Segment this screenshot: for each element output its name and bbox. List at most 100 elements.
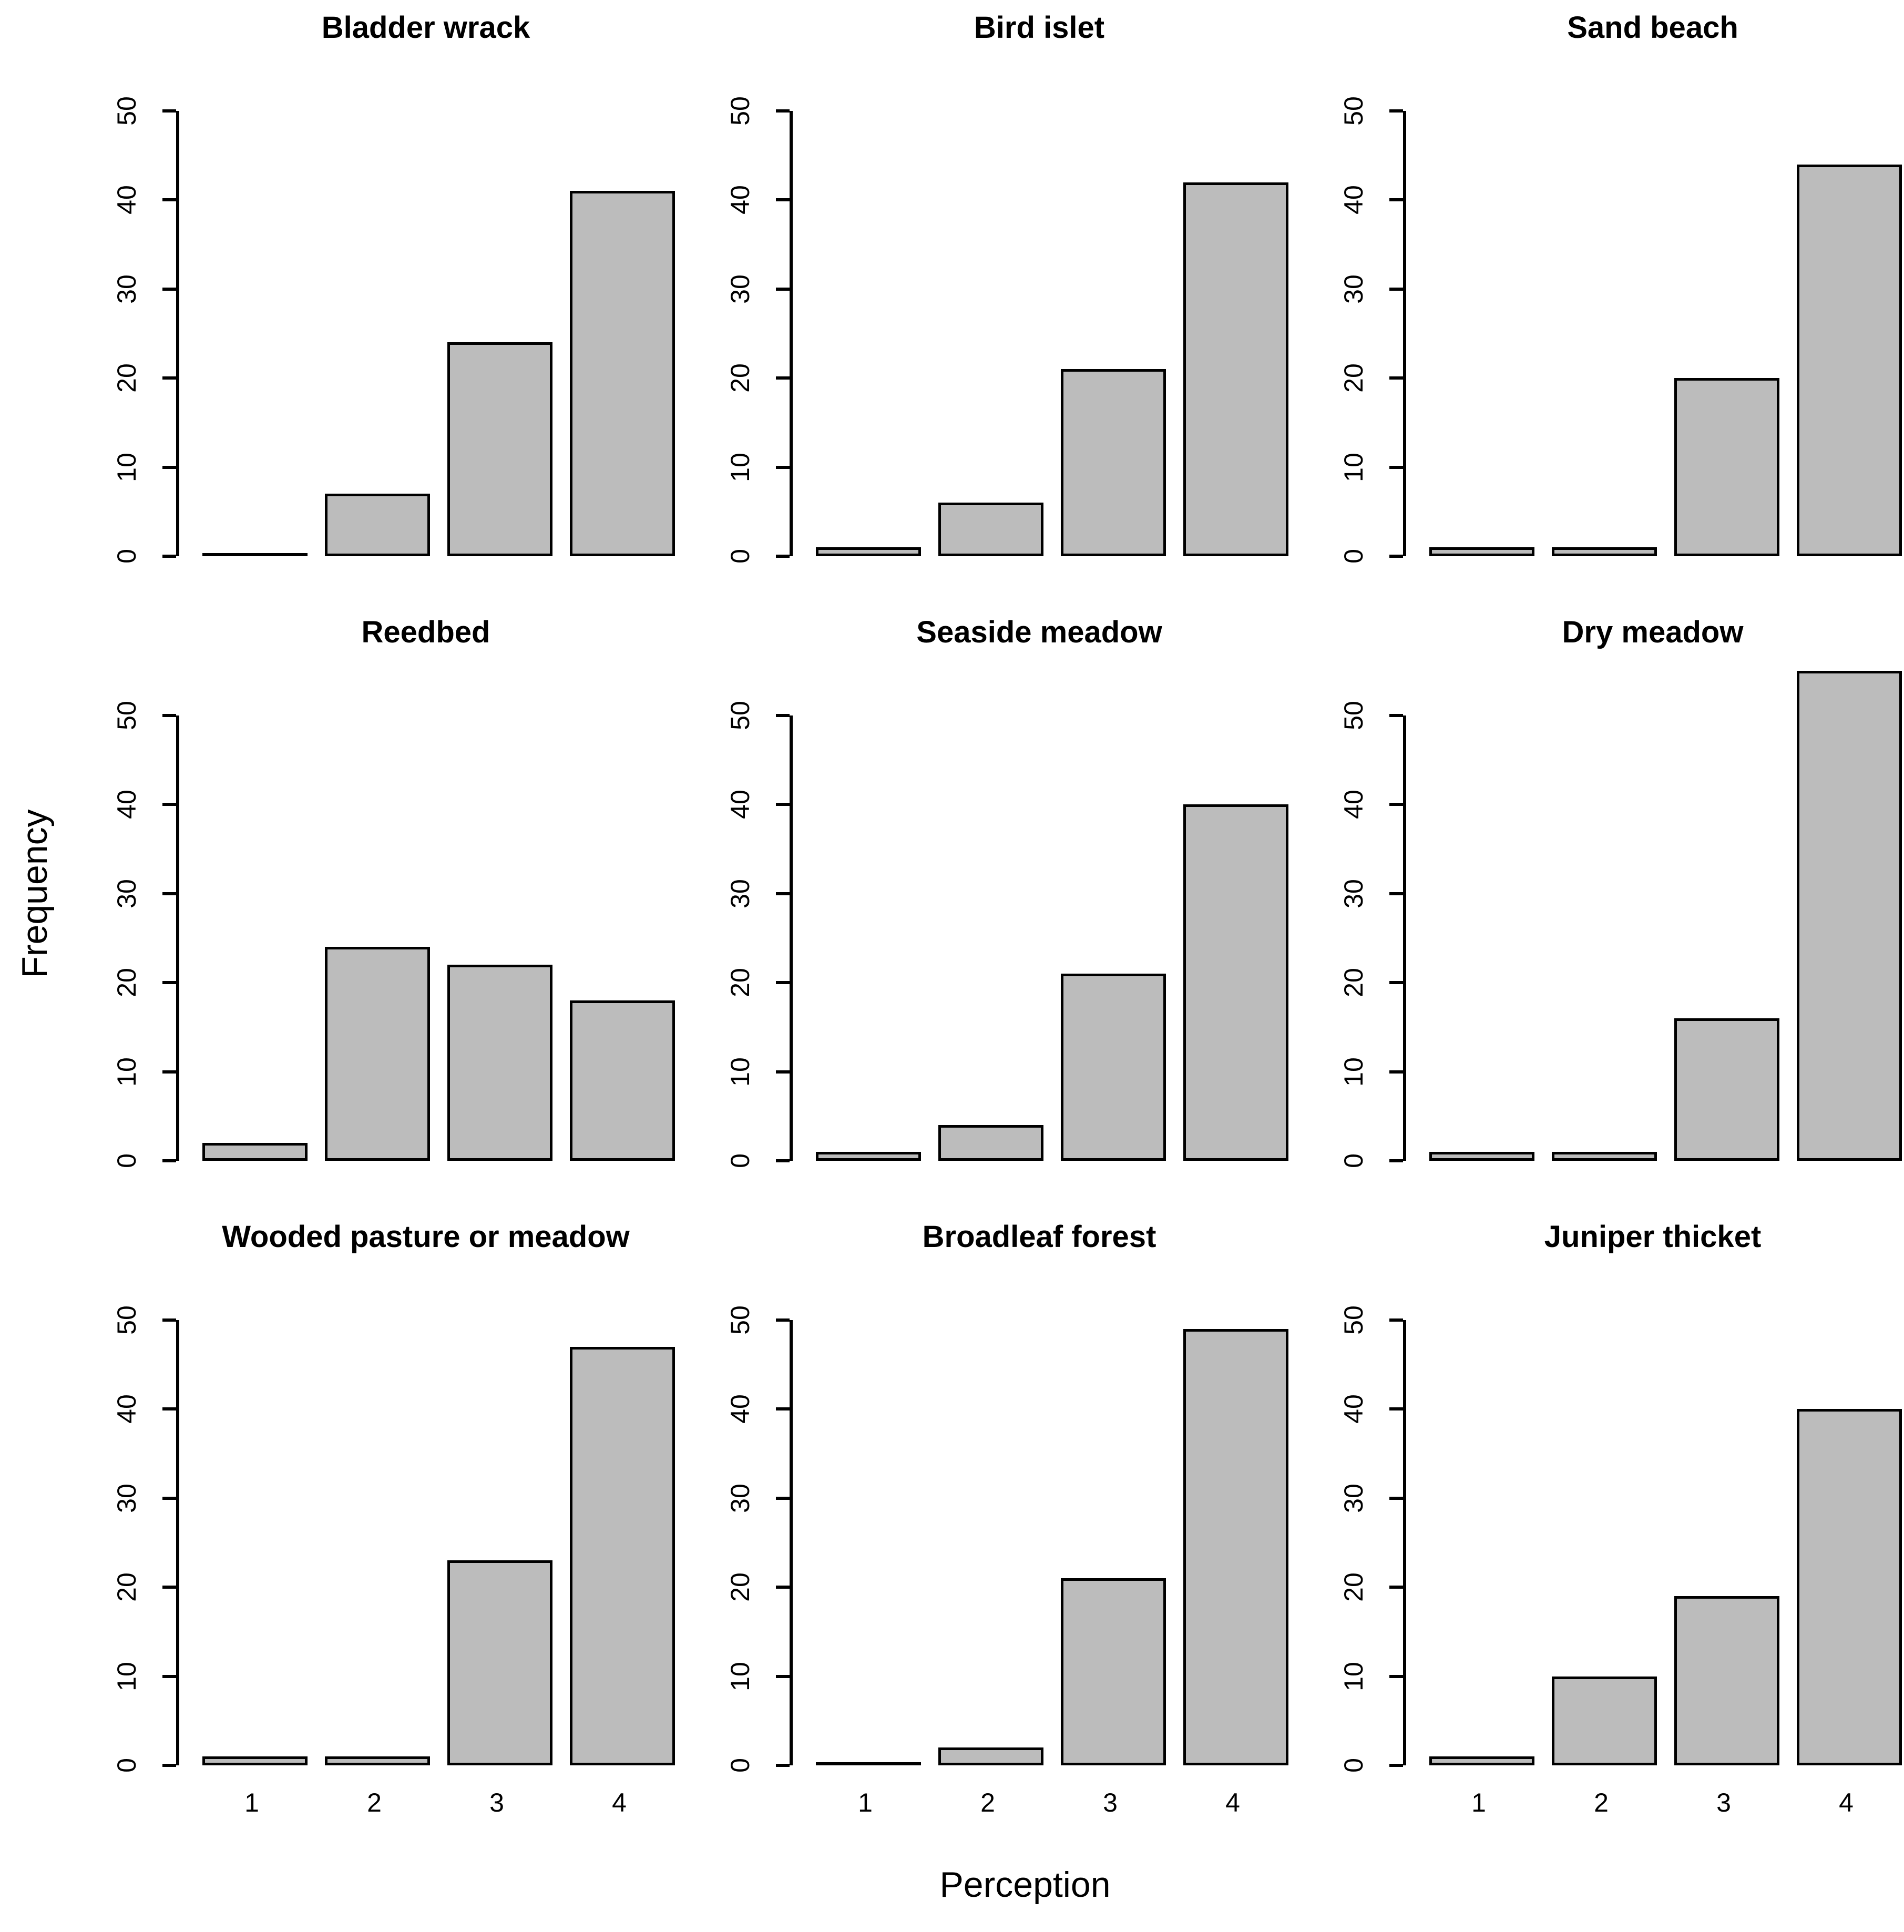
y-tick-label: 10	[725, 453, 755, 482]
x-tick-label: 3	[1716, 1788, 1731, 1817]
chart-panel: Wooded pasture or meadow 0 10 20 30 40 50 1 2 3 4	[63, 1209, 679, 1817]
chart-title: Bladder wrack	[321, 11, 530, 45]
y-tick-mark	[776, 376, 790, 380]
y-tick-label: 10	[725, 1057, 755, 1087]
y-tick-label: 40	[112, 1394, 141, 1424]
plot-area: 0 10 20 30 40 50	[725, 96, 1292, 564]
bar	[938, 1125, 1043, 1161]
chart-panel: Seaside meadow 0 10 20 30 40 50	[677, 605, 1290, 1209]
y-tick-mark	[162, 1159, 176, 1162]
y-tick-mark	[1389, 1407, 1403, 1410]
bar	[570, 191, 675, 556]
y-tick-label: 30	[112, 274, 141, 304]
bar	[1183, 182, 1288, 556]
x-tick-label: 2	[980, 1788, 995, 1817]
bar	[325, 494, 430, 556]
y-tick-label: 30	[112, 1484, 141, 1513]
y-tick-mark	[162, 109, 176, 113]
x-tick-label: 2	[1594, 1788, 1609, 1817]
y-tick-mark	[1389, 198, 1403, 201]
plot-area: 0 10 20 30 40 50	[725, 1305, 1292, 1773]
y-tick-label: 10	[112, 453, 141, 482]
x-tick-label: 2	[367, 1788, 382, 1817]
y-tick-mark	[776, 892, 790, 895]
bar	[1429, 1756, 1534, 1765]
y-tick-label: 50	[112, 1305, 141, 1335]
y-tick-label: 40	[1339, 1394, 1368, 1424]
bar	[1429, 547, 1534, 556]
bar	[325, 947, 430, 1161]
bar	[1552, 1677, 1657, 1765]
bar	[1552, 547, 1657, 556]
y-tick-label: 50	[1339, 96, 1368, 126]
y-tick-mark	[1389, 1318, 1403, 1322]
x-tick-row: 1 2 3 4	[790, 1787, 1289, 1821]
chart-title: Reedbed	[361, 615, 490, 649]
plot-area: 0 10 20 30 40 50	[1339, 1305, 1904, 1773]
bar	[1183, 1329, 1288, 1765]
y-tick-mark	[1389, 1764, 1403, 1767]
chart-panel: Juniper thicket 0 10 20 30 40 50 1 2 3 4	[1290, 1209, 1904, 1817]
y-tick-label: 0	[1339, 1153, 1368, 1168]
y-tick-label: 0	[725, 1153, 755, 1168]
y-tick-label: 50	[725, 701, 755, 730]
x-tick-label: 1	[244, 1788, 259, 1817]
y-tick-label: 40	[1339, 185, 1368, 214]
bar	[1797, 1409, 1902, 1765]
y-tick-label: 50	[725, 96, 755, 126]
bar	[202, 1143, 308, 1161]
y-tick-label: 10	[1339, 453, 1368, 482]
x-tick-label: 4	[1225, 1788, 1240, 1817]
bar	[1183, 804, 1288, 1161]
y-tick-mark	[162, 198, 176, 201]
bar	[325, 1756, 430, 1765]
chart-title: Seaside meadow	[916, 615, 1162, 649]
y-tick-mark	[776, 288, 790, 291]
y-tick-label: 30	[1339, 1484, 1368, 1513]
y-tick-mark	[1389, 892, 1403, 895]
y-tick-label: 10	[725, 1662, 755, 1691]
y-tick-label: 50	[112, 701, 141, 730]
y-tick-mark	[776, 803, 790, 806]
y-tick-mark	[776, 1070, 790, 1074]
y-tick-mark	[776, 981, 790, 984]
y-tick-label: 10	[112, 1662, 141, 1691]
bar	[816, 1762, 921, 1765]
y-tick-label: 30	[725, 274, 755, 304]
y-tick-mark	[1389, 981, 1403, 984]
y-tick-mark	[776, 1407, 790, 1410]
y-tick-label: 30	[1339, 274, 1368, 304]
chart-panel: Bladder wrack 0 10 20 30 40 50	[63, 0, 677, 605]
bar	[1674, 1596, 1779, 1765]
y-tick-mark	[162, 466, 176, 469]
x-tick-label: 4	[1839, 1788, 1854, 1817]
y-tick-label: 20	[112, 363, 141, 393]
y-tick-mark	[162, 376, 176, 380]
y-tick-mark	[162, 714, 176, 717]
bar	[1061, 369, 1166, 556]
y-tick-label: 0	[112, 549, 141, 564]
bar	[938, 503, 1043, 556]
bar	[202, 1756, 308, 1765]
bar	[447, 342, 552, 556]
bar	[1061, 1578, 1166, 1765]
chart-panel: Reedbed 0 10 20 30 40 50	[63, 605, 677, 1209]
y-tick-mark	[776, 1586, 790, 1589]
y-tick-mark	[162, 892, 176, 895]
y-tick-label: 20	[1339, 363, 1368, 393]
y-tick-label: 10	[1339, 1057, 1368, 1087]
y-tick-mark	[776, 1318, 790, 1322]
y-tick-mark	[162, 1497, 176, 1500]
y-tick-label: 40	[725, 185, 755, 214]
x-tick-row: 1 2 3 4	[1403, 1787, 1902, 1821]
plot-area: 0 10 20 30 40 50	[112, 1305, 679, 1773]
y-tick-mark	[1389, 1497, 1403, 1500]
bar	[1674, 1018, 1779, 1161]
plot-area: 0 10 20 30 40 50	[725, 701, 1292, 1168]
y-tick-label: 40	[725, 790, 755, 819]
bar	[447, 965, 552, 1161]
y-tick-mark	[776, 1675, 790, 1678]
y-tick-mark	[162, 1407, 176, 1410]
y-tick-mark	[776, 714, 790, 717]
